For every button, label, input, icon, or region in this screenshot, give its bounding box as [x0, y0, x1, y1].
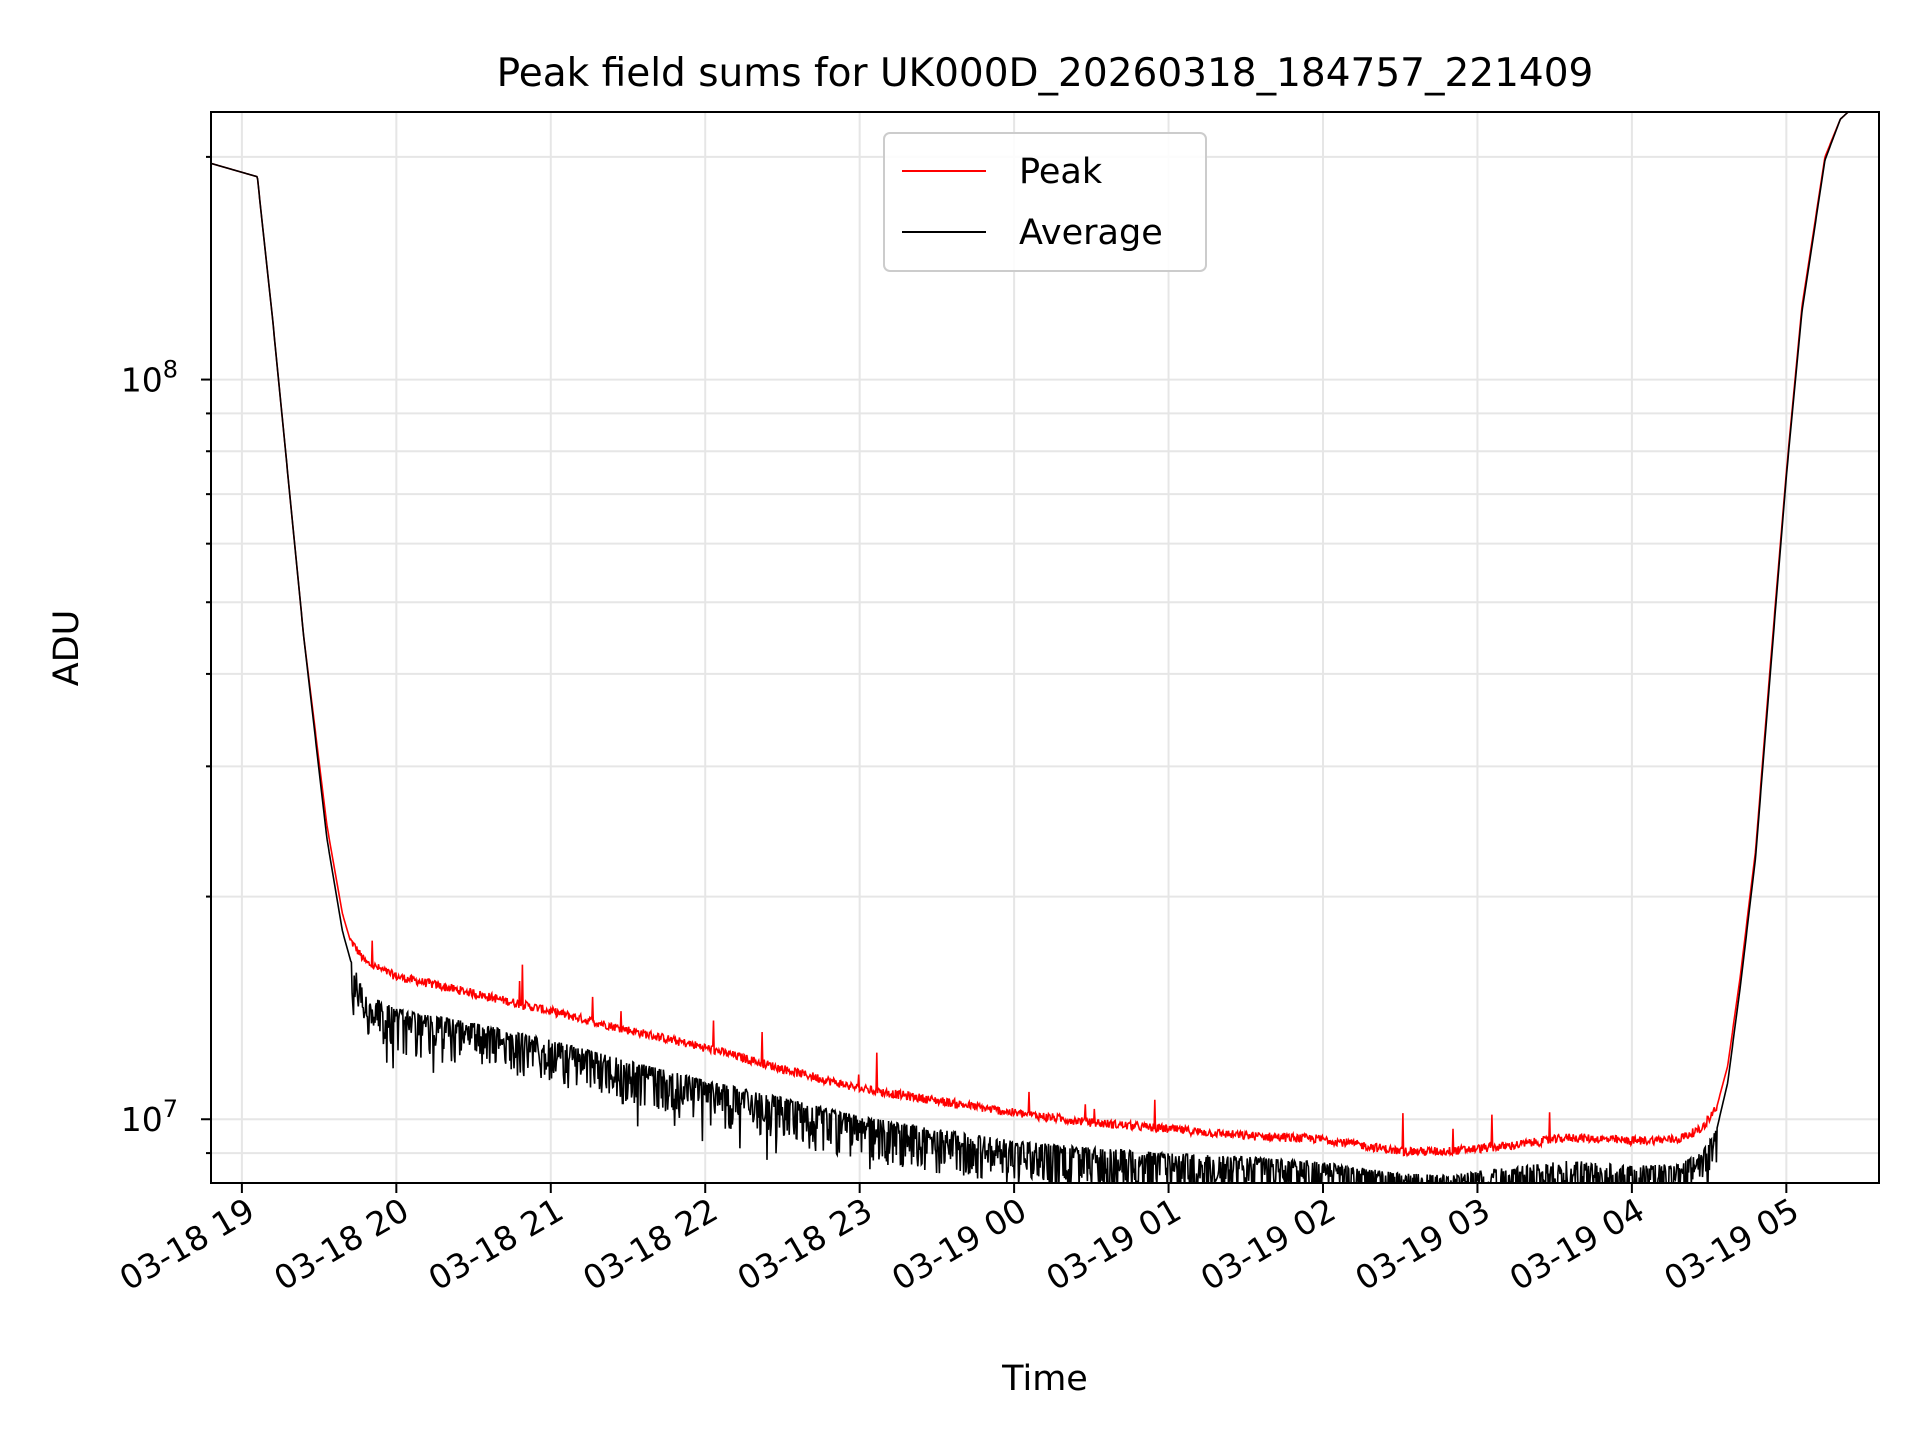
legend-label-peak: Peak: [1019, 152, 1103, 192]
series-layer: [211, 112, 1850, 1183]
y-tick-label-0: 107: [121, 1095, 178, 1139]
x-axis-label: Time: [1001, 1359, 1088, 1399]
chart-title: Peak field sums for UK000D_20260318_1847…: [497, 51, 1594, 96]
grid: [211, 112, 1879, 1183]
y-tick-label-1: 108: [121, 356, 178, 400]
series-line-average: [211, 112, 1850, 1183]
legend-label-average: Average: [1019, 213, 1163, 253]
legend-box: [883, 132, 1207, 272]
plot-frame: [210, 111, 1880, 1184]
y-axis-ticks: 107 108: [121, 155, 211, 1155]
legend: Peak Average: [883, 132, 1207, 272]
series-line-peak: [211, 112, 1850, 1158]
y-axis-label: ADU: [47, 610, 87, 687]
